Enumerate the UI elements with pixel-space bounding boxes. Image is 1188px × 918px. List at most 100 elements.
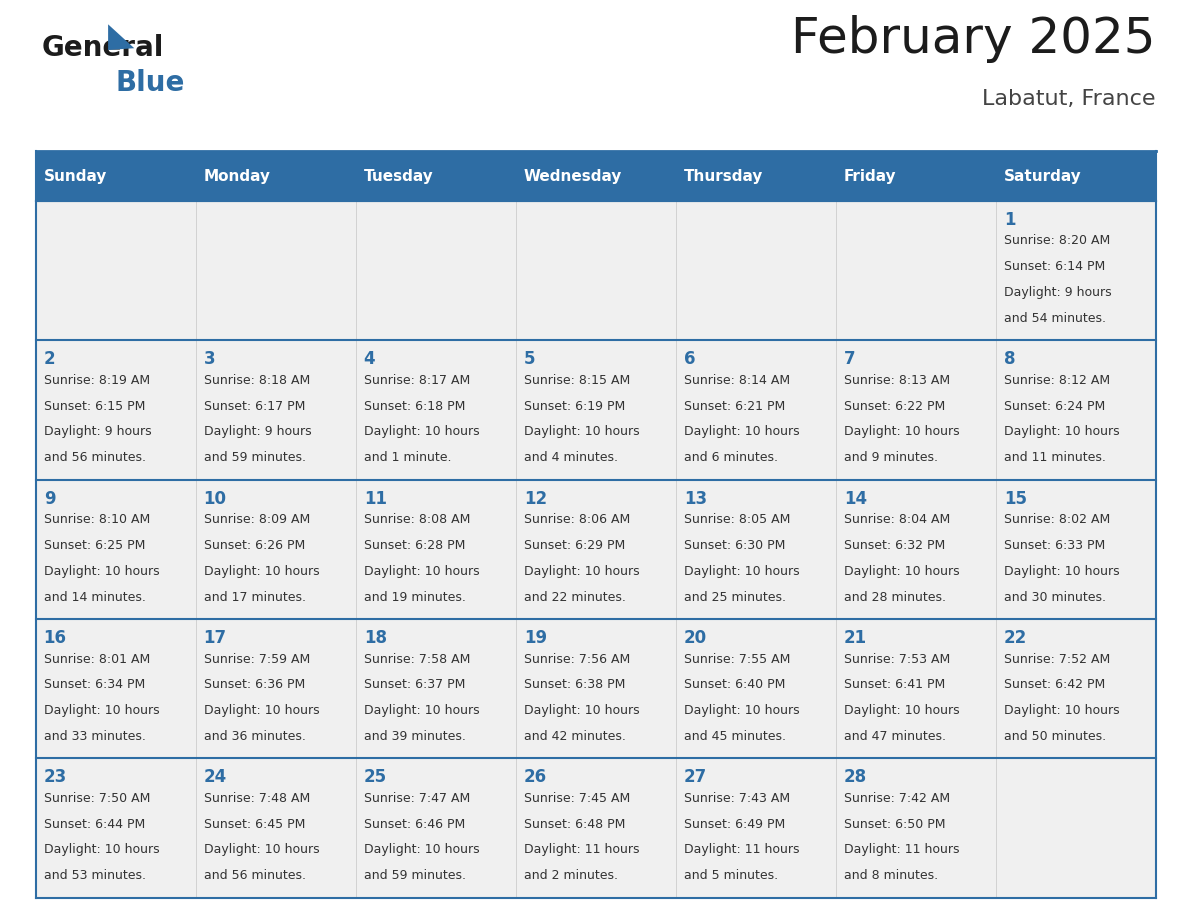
Text: Sunrise: 8:04 AM: Sunrise: 8:04 AM	[843, 513, 950, 526]
Text: Sunset: 6:19 PM: Sunset: 6:19 PM	[524, 399, 625, 412]
Text: Daylight: 10 hours: Daylight: 10 hours	[364, 565, 479, 577]
Text: Sunrise: 7:42 AM: Sunrise: 7:42 AM	[843, 792, 950, 805]
Text: 14: 14	[843, 489, 867, 508]
Text: Sunrise: 7:59 AM: Sunrise: 7:59 AM	[203, 653, 310, 666]
Text: Sunrise: 8:08 AM: Sunrise: 8:08 AM	[364, 513, 470, 526]
Text: and 28 minutes.: and 28 minutes.	[843, 590, 946, 603]
Text: and 5 minutes.: and 5 minutes.	[684, 869, 778, 882]
Bar	[36, 480, 196, 619]
Bar	[196, 201, 355, 341]
Text: Sunrise: 7:52 AM: Sunrise: 7:52 AM	[1004, 653, 1110, 666]
Text: 10: 10	[203, 489, 227, 508]
Bar	[676, 201, 836, 341]
Text: Sunset: 6:48 PM: Sunset: 6:48 PM	[524, 818, 625, 831]
Text: Sunset: 6:30 PM: Sunset: 6:30 PM	[684, 539, 785, 552]
Text: Daylight: 10 hours: Daylight: 10 hours	[1004, 704, 1119, 717]
Bar	[196, 480, 355, 619]
Text: Sunrise: 8:05 AM: Sunrise: 8:05 AM	[684, 513, 790, 526]
Text: and 9 minutes.: and 9 minutes.	[843, 451, 937, 465]
Text: Daylight: 10 hours: Daylight: 10 hours	[524, 425, 639, 439]
Text: Sunset: 6:36 PM: Sunset: 6:36 PM	[203, 678, 305, 691]
Text: Daylight: 9 hours: Daylight: 9 hours	[1004, 286, 1112, 299]
Bar	[996, 151, 1156, 201]
Text: 6: 6	[684, 350, 695, 368]
Text: 2: 2	[44, 350, 56, 368]
Text: February 2025: February 2025	[791, 15, 1156, 63]
Text: Sunset: 6:32 PM: Sunset: 6:32 PM	[843, 539, 946, 552]
Text: Sunset: 6:22 PM: Sunset: 6:22 PM	[843, 399, 946, 412]
Text: Daylight: 10 hours: Daylight: 10 hours	[44, 704, 159, 717]
Bar	[996, 341, 1156, 480]
Text: and 1 minute.: and 1 minute.	[364, 451, 451, 465]
Bar	[355, 480, 516, 619]
Text: and 14 minutes.: and 14 minutes.	[44, 590, 145, 603]
Text: 25: 25	[364, 768, 387, 786]
Bar	[36, 619, 196, 758]
Text: Sunrise: 8:02 AM: Sunrise: 8:02 AM	[1004, 513, 1110, 526]
Text: Sunday: Sunday	[44, 169, 107, 184]
Text: Sunset: 6:42 PM: Sunset: 6:42 PM	[1004, 678, 1105, 691]
Text: Sunrise: 8:01 AM: Sunrise: 8:01 AM	[44, 653, 150, 666]
Bar	[516, 341, 676, 480]
Bar	[196, 619, 355, 758]
Bar	[676, 758, 836, 898]
Text: Sunrise: 8:14 AM: Sunrise: 8:14 AM	[684, 374, 790, 386]
Text: Sunrise: 8:20 AM: Sunrise: 8:20 AM	[1004, 234, 1110, 248]
Text: and 25 minutes.: and 25 minutes.	[684, 590, 785, 603]
Text: Daylight: 10 hours: Daylight: 10 hours	[684, 704, 800, 717]
Text: and 33 minutes.: and 33 minutes.	[44, 730, 145, 743]
Text: 16: 16	[44, 629, 67, 647]
Text: Daylight: 10 hours: Daylight: 10 hours	[44, 565, 159, 577]
Bar	[996, 201, 1156, 341]
Text: and 42 minutes.: and 42 minutes.	[524, 730, 626, 743]
Text: Sunset: 6:24 PM: Sunset: 6:24 PM	[1004, 399, 1105, 412]
Bar	[36, 201, 196, 341]
Text: Daylight: 11 hours: Daylight: 11 hours	[524, 844, 639, 856]
Text: 1: 1	[1004, 211, 1016, 229]
Bar	[36, 151, 196, 201]
Bar	[676, 480, 836, 619]
Bar	[516, 151, 676, 201]
Text: Thursday: Thursday	[684, 169, 763, 184]
Text: 7: 7	[843, 350, 855, 368]
Text: and 6 minutes.: and 6 minutes.	[684, 451, 778, 465]
Text: and 54 minutes.: and 54 minutes.	[1004, 312, 1106, 325]
Bar	[196, 151, 355, 201]
Bar	[676, 151, 836, 201]
Text: and 39 minutes.: and 39 minutes.	[364, 730, 466, 743]
Text: Sunrise: 8:10 AM: Sunrise: 8:10 AM	[44, 513, 150, 526]
Text: 8: 8	[1004, 350, 1016, 368]
Text: and 22 minutes.: and 22 minutes.	[524, 590, 626, 603]
Text: 23: 23	[44, 768, 67, 786]
Bar	[836, 480, 996, 619]
Text: Sunrise: 7:47 AM: Sunrise: 7:47 AM	[364, 792, 470, 805]
Bar	[355, 151, 516, 201]
Text: 17: 17	[203, 629, 227, 647]
Text: Daylight: 11 hours: Daylight: 11 hours	[684, 844, 800, 856]
Text: Sunrise: 7:58 AM: Sunrise: 7:58 AM	[364, 653, 470, 666]
Text: and 59 minutes.: and 59 minutes.	[364, 869, 466, 882]
Bar	[836, 201, 996, 341]
Text: and 4 minutes.: and 4 minutes.	[524, 451, 618, 465]
Bar	[996, 480, 1156, 619]
Text: 28: 28	[843, 768, 867, 786]
Text: and 59 minutes.: and 59 minutes.	[203, 451, 305, 465]
Text: Friday: Friday	[843, 169, 897, 184]
Bar	[355, 201, 516, 341]
Text: 19: 19	[524, 629, 546, 647]
Bar	[676, 619, 836, 758]
Text: Monday: Monday	[203, 169, 271, 184]
Text: Daylight: 10 hours: Daylight: 10 hours	[524, 565, 639, 577]
Text: Sunrise: 7:45 AM: Sunrise: 7:45 AM	[524, 792, 630, 805]
Text: Sunrise: 7:55 AM: Sunrise: 7:55 AM	[684, 653, 790, 666]
Text: and 53 minutes.: and 53 minutes.	[44, 869, 146, 882]
Text: Daylight: 10 hours: Daylight: 10 hours	[364, 844, 479, 856]
Bar	[516, 758, 676, 898]
Text: 21: 21	[843, 629, 867, 647]
Text: 22: 22	[1004, 629, 1028, 647]
Text: Sunrise: 7:43 AM: Sunrise: 7:43 AM	[684, 792, 790, 805]
Bar	[355, 341, 516, 480]
Text: Daylight: 10 hours: Daylight: 10 hours	[684, 565, 800, 577]
Bar	[836, 619, 996, 758]
Bar	[355, 619, 516, 758]
